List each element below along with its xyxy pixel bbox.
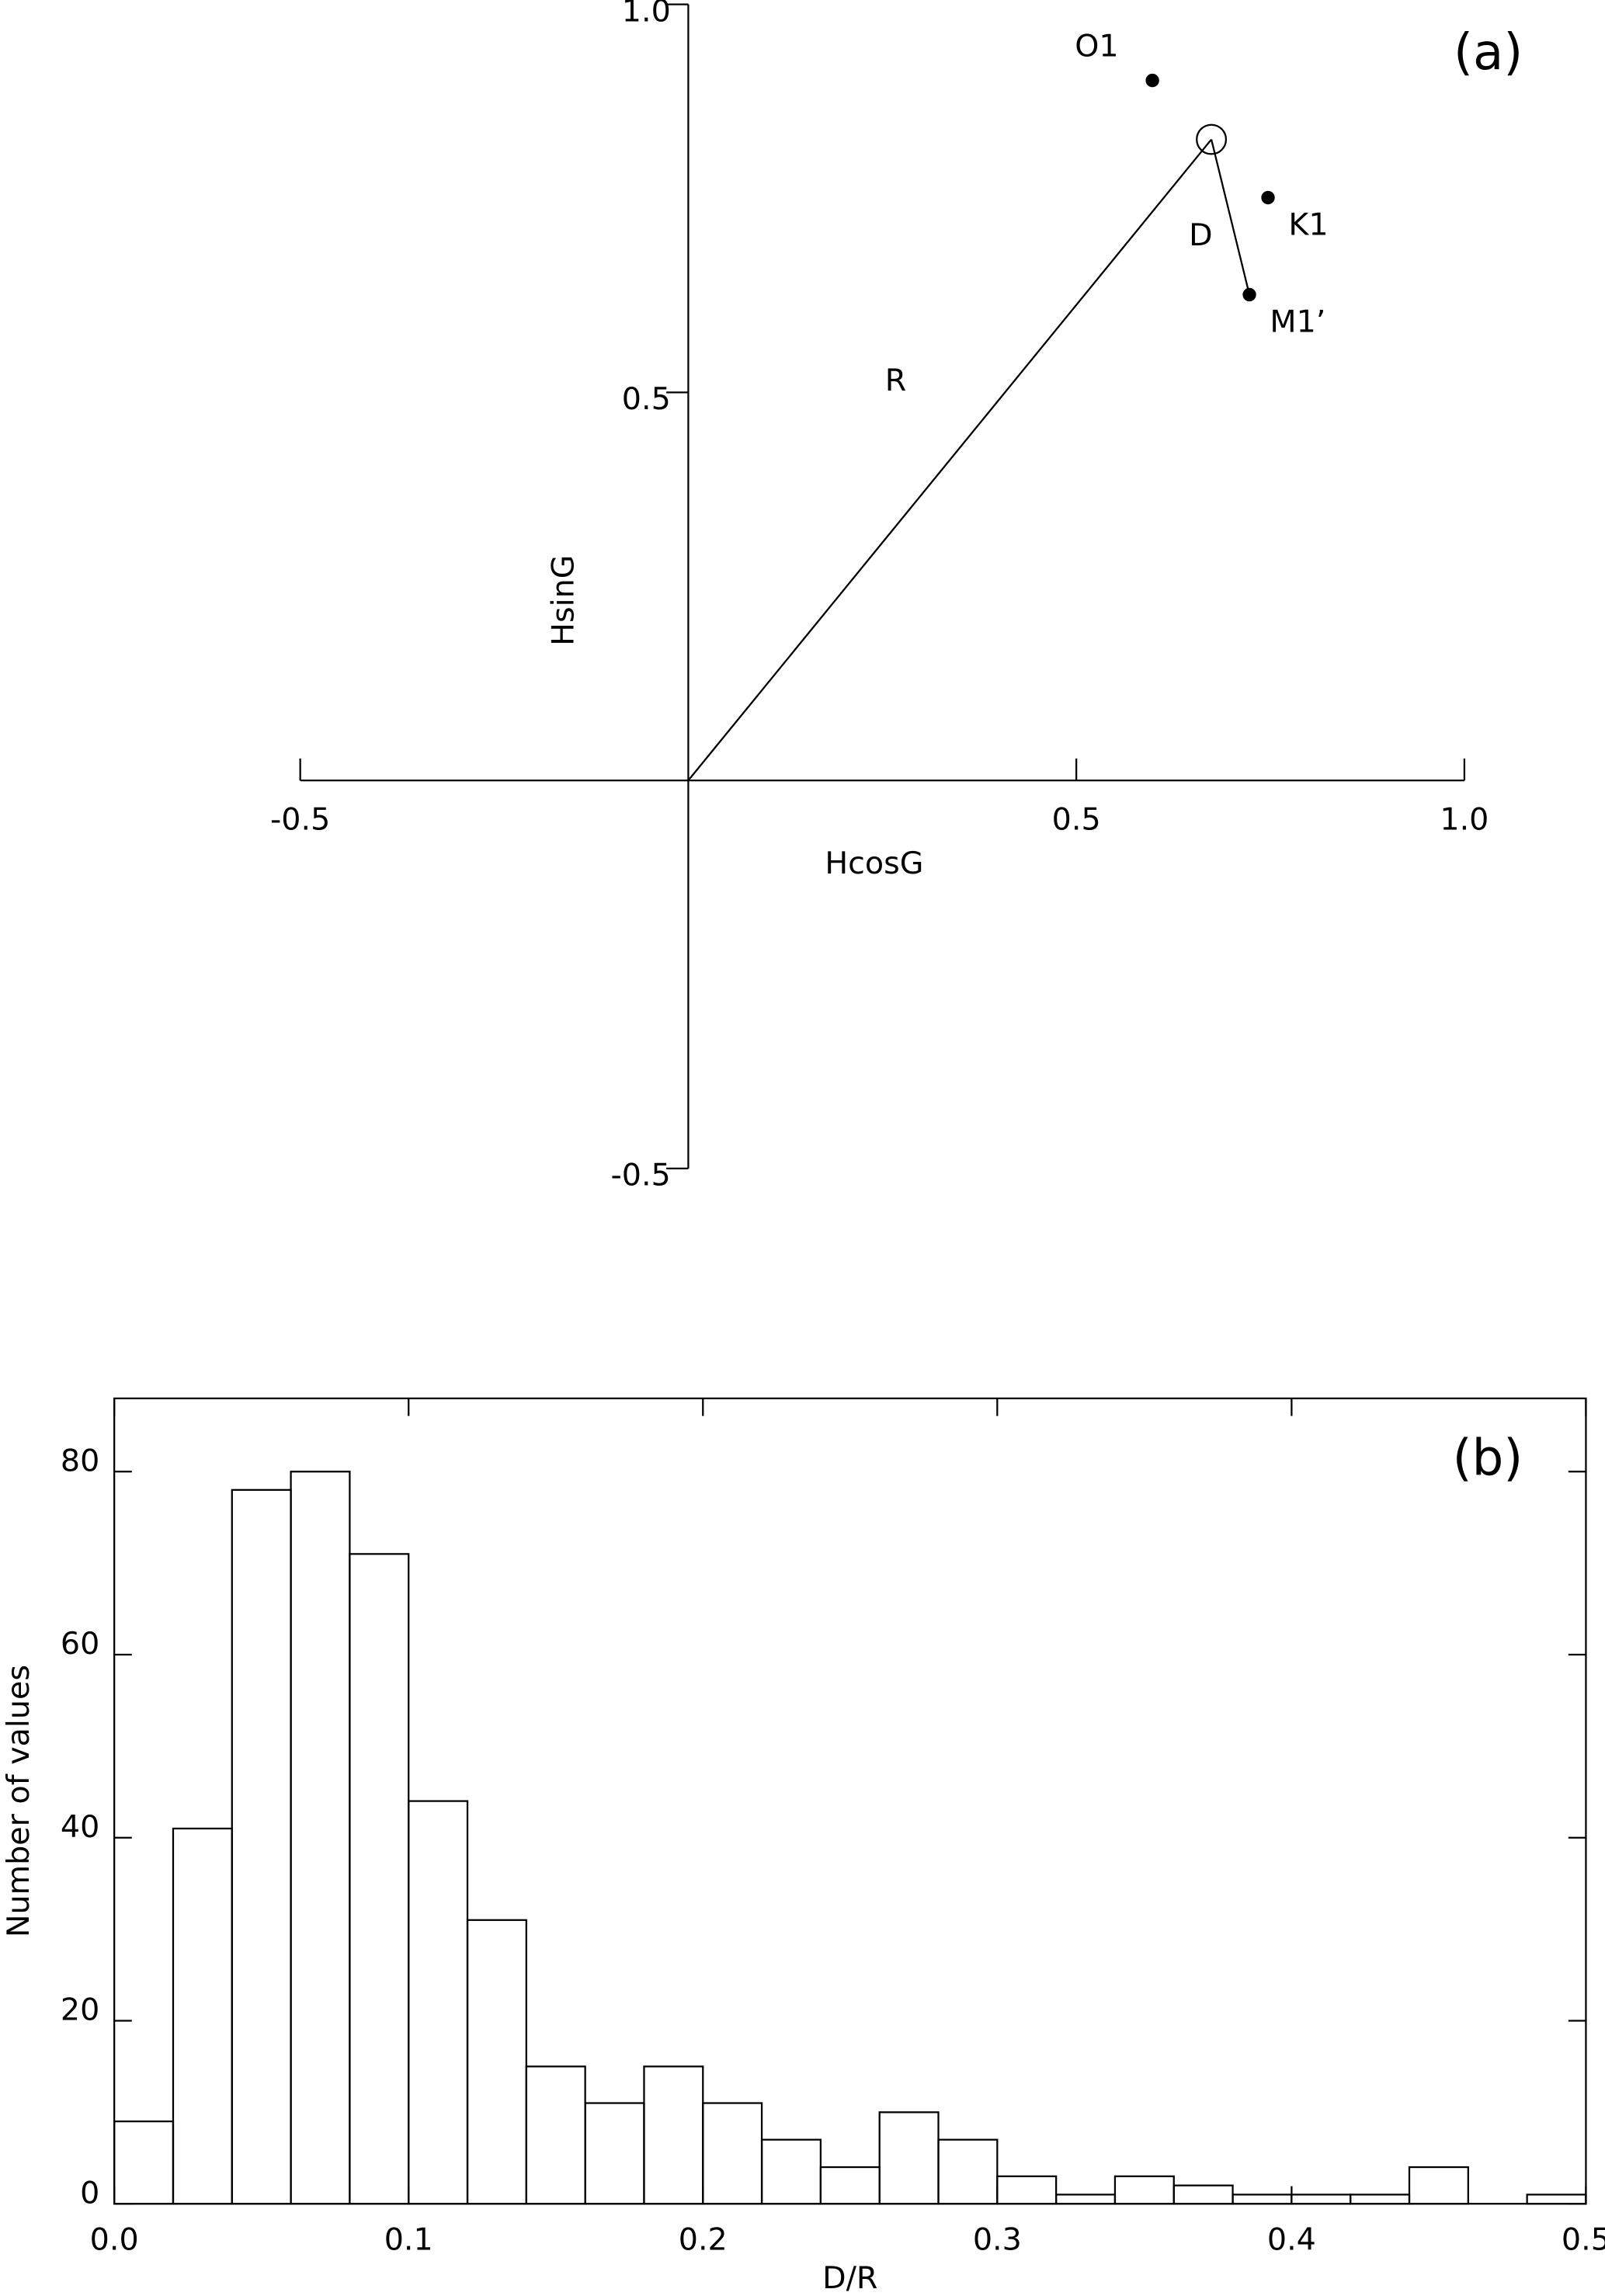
x-tick-label: 0.5 bbox=[1562, 2222, 1605, 2258]
y-tick-label: 40 bbox=[61, 1809, 99, 1845]
y-tick-label: 20 bbox=[61, 1992, 99, 2028]
bar bbox=[1526, 2194, 1587, 2205]
point-label: O1 bbox=[1075, 29, 1118, 64]
x-tick-label: 0.3 bbox=[973, 2222, 1022, 2258]
bar bbox=[937, 2138, 999, 2205]
point bbox=[1261, 190, 1275, 205]
y-tick-label: 80 bbox=[61, 1443, 99, 1478]
r-vector bbox=[687, 138, 1212, 781]
bar bbox=[349, 1553, 410, 2205]
bar bbox=[231, 1488, 292, 2205]
y-tick-label: 0 bbox=[80, 2175, 99, 2211]
bar bbox=[1054, 2194, 1117, 2205]
bar bbox=[408, 1800, 469, 2205]
y-tick-label: -0.5 bbox=[611, 1158, 671, 1193]
bar bbox=[819, 2166, 881, 2205]
x-tick-label: 1.0 bbox=[1440, 801, 1489, 837]
y-tick-label: 0.5 bbox=[622, 381, 671, 417]
y-tick-label: 60 bbox=[61, 1626, 99, 1662]
bar bbox=[1113, 2175, 1175, 2205]
d-label: D bbox=[1189, 217, 1213, 253]
bar bbox=[466, 1919, 527, 2205]
panel-label: (a) bbox=[1454, 23, 1523, 82]
x-axis-label: D/R bbox=[822, 2260, 877, 2296]
plot-frame bbox=[113, 1397, 1587, 2205]
bar bbox=[996, 2175, 1058, 2205]
bar bbox=[290, 1471, 351, 2205]
mean-circle bbox=[1196, 123, 1228, 155]
bar bbox=[702, 2102, 763, 2205]
bar bbox=[1232, 2194, 1293, 2205]
d-vector bbox=[1210, 139, 1251, 295]
y-tick-label: 1.0 bbox=[622, 0, 671, 29]
bar bbox=[878, 2111, 940, 2205]
point bbox=[1242, 287, 1256, 302]
bar bbox=[760, 2138, 822, 2205]
y-axis-label: Number of values bbox=[1, 1665, 36, 1937]
bar bbox=[1350, 2194, 1411, 2205]
x-tick-label: -0.5 bbox=[270, 801, 330, 837]
bar bbox=[172, 1827, 233, 2205]
bar bbox=[1408, 2166, 1469, 2205]
bar bbox=[643, 2065, 704, 2205]
bar bbox=[113, 2120, 175, 2205]
x-tick-label: 0.1 bbox=[384, 2222, 433, 2258]
panel-label: (b) bbox=[1453, 1429, 1523, 1488]
x-tick-label: 0.4 bbox=[1267, 2222, 1316, 2258]
point-label: K1 bbox=[1288, 207, 1328, 243]
bar bbox=[525, 2065, 586, 2205]
bar bbox=[1172, 2184, 1234, 2205]
point-label: M1’ bbox=[1270, 304, 1325, 340]
bar bbox=[1291, 2194, 1352, 2205]
x-axis-label: HcosG bbox=[825, 846, 923, 881]
x-tick-label: 0.2 bbox=[679, 2222, 728, 2258]
x-tick-label: 0.5 bbox=[1052, 801, 1101, 837]
x-tick-label: 0.0 bbox=[90, 2222, 139, 2258]
y-axis-label: HsinG bbox=[545, 555, 581, 646]
bar bbox=[584, 2102, 645, 2205]
point bbox=[1145, 73, 1159, 88]
r-label: R bbox=[885, 363, 907, 398]
